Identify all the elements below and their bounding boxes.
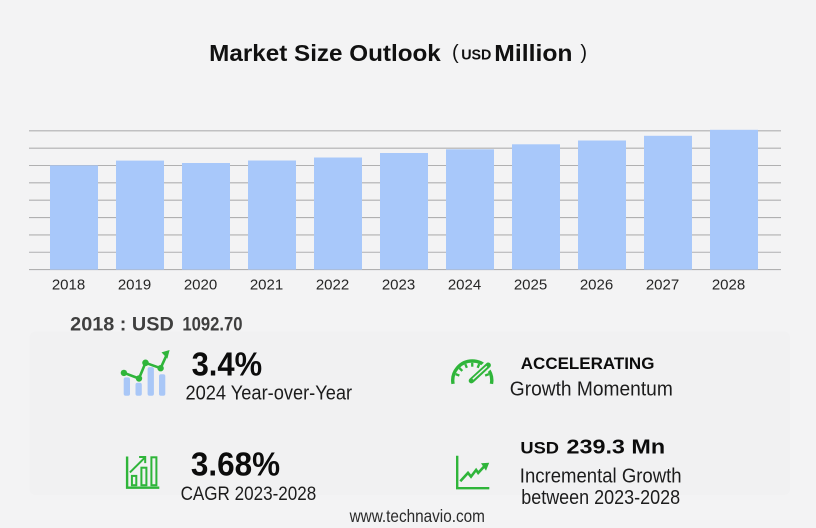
svg-text:2019: 2019 <box>118 277 151 294</box>
svg-text:between 2023-2028: between 2023-2028 <box>521 487 680 509</box>
svg-text:2026: 2026 <box>580 277 613 294</box>
svg-text:USD: USD <box>461 48 491 64</box>
svg-text:2024: 2024 <box>448 277 481 294</box>
svg-text:2018: 2018 <box>52 277 85 294</box>
svg-text:239.3 Mn: 239.3 Mn <box>567 437 666 459</box>
svg-text:2024 Year-over-Year: 2024 Year-over-Year <box>186 382 353 405</box>
svg-text:USD: USD <box>520 440 559 458</box>
svg-text:2028: 2028 <box>712 277 745 294</box>
svg-text:Million: Million <box>494 40 572 66</box>
svg-text:www.technavio.com: www.technavio.com <box>349 506 485 526</box>
svg-text:2023: 2023 <box>382 277 415 294</box>
svg-text:3.68%: 3.68% <box>191 446 280 483</box>
svg-text:2020: 2020 <box>184 277 217 294</box>
svg-text:2018 : USD: 2018 : USD <box>70 315 174 336</box>
svg-text:3.4%: 3.4% <box>192 346 263 383</box>
svg-text:(: ( <box>452 42 459 64</box>
svg-text:2027: 2027 <box>646 277 679 294</box>
svg-text:Market Size Outlook: Market Size Outlook <box>209 40 441 66</box>
svg-text:2025: 2025 <box>514 277 547 294</box>
svg-text:2021: 2021 <box>250 277 283 294</box>
svg-text:2022: 2022 <box>316 277 349 294</box>
svg-text:Growth Momentum: Growth Momentum <box>510 377 673 400</box>
svg-text:): ) <box>580 42 587 64</box>
svg-text:1092.70: 1092.70 <box>182 315 242 336</box>
svg-text:CAGR 2023-2028: CAGR 2023-2028 <box>181 483 317 505</box>
svg-text:Incremental Growth: Incremental Growth <box>520 464 682 487</box>
svg-text:ACCELERATING: ACCELERATING <box>521 354 655 373</box>
